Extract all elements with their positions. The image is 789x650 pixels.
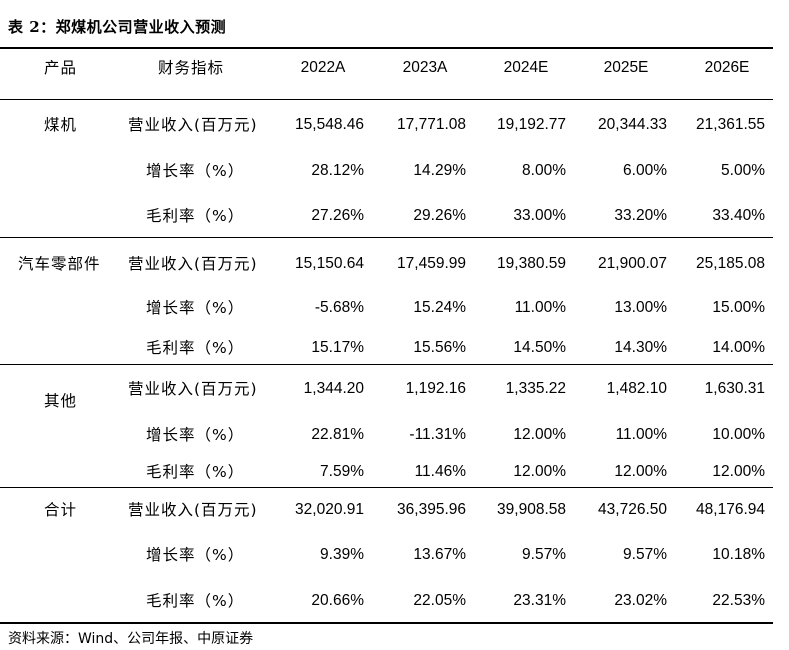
table-cell-value: 33.20% xyxy=(614,207,667,224)
table-cell-value: 11.00% xyxy=(514,299,566,316)
metric-label: 营业收入(百万元) xyxy=(128,380,258,398)
header-year: 2023A xyxy=(402,59,448,76)
table-cell-value: 12.00% xyxy=(614,463,667,480)
table-cell-value: 1,192.16 xyxy=(405,380,466,397)
table-cell-value: 1,482.10 xyxy=(606,380,667,397)
product-label: 其他 xyxy=(44,392,78,410)
table-cell-value: 19,380.59 xyxy=(497,255,566,272)
source-note: 资料来源：Wind、公司年报、中原证券 xyxy=(8,631,254,647)
table-cell-value: 15.00% xyxy=(712,299,765,316)
table-cell-value: 33.40% xyxy=(712,207,765,224)
table-cell-value: 7.59% xyxy=(320,463,364,480)
table-cell-value: 43,726.50 xyxy=(598,501,667,518)
table-cell-value: 21,361.55 xyxy=(696,116,765,133)
metric-label: 营业收入(百万元) xyxy=(128,255,258,273)
metric-label: 毛利率（%） xyxy=(146,339,245,357)
table-cell-value: 11.00% xyxy=(615,426,667,443)
table-cell-value: 10.18% xyxy=(712,546,765,563)
table-cell-value: 10.00% xyxy=(712,426,765,443)
table-cell-value: 29.26% xyxy=(413,207,466,224)
metric-label: 增长率（%） xyxy=(146,546,245,564)
header-year: 2026E xyxy=(704,59,750,76)
table-cell-value: 1,630.31 xyxy=(704,380,765,397)
table-cell-value: 17,771.08 xyxy=(397,116,466,133)
table-cell-value: 12.00% xyxy=(712,463,765,480)
table-cell-value: 15.56% xyxy=(413,339,466,356)
product-label: 煤机 xyxy=(44,116,78,134)
table-cell-value: 48,176.94 xyxy=(696,501,765,518)
table-cell-value: 13.00% xyxy=(614,299,667,316)
table-cell-value: 5.00% xyxy=(721,162,765,179)
table-cell-value: 14.30% xyxy=(614,339,667,356)
header-year: 2024E xyxy=(503,59,549,76)
metric-label: 增长率（%） xyxy=(146,162,245,180)
table-cell-value: 36,395.96 xyxy=(397,501,466,518)
table-rule xyxy=(0,622,773,624)
metric-label: 毛利率（%） xyxy=(146,463,245,481)
table-cell-value: 20,344.33 xyxy=(598,116,667,133)
table-cell-value: 15.24% xyxy=(413,299,466,316)
table-rule xyxy=(0,364,773,365)
table-cell-value: 23.02% xyxy=(614,592,667,609)
product-label: 汽车零部件 xyxy=(18,255,101,273)
table-cell-value: -5.68% xyxy=(314,299,364,316)
table-cell-value: 14.00% xyxy=(712,339,765,356)
metric-label: 增长率（%） xyxy=(146,299,245,317)
table-cell-value: 32,020.91 xyxy=(295,501,364,518)
product-label: 合计 xyxy=(44,501,78,519)
table-cell-value: 15,548.46 xyxy=(295,116,364,133)
table-cell-value: 19,192.77 xyxy=(497,116,566,133)
table-rule xyxy=(0,237,773,238)
table-cell-value: 23.31% xyxy=(513,592,566,609)
table-rule xyxy=(0,487,773,488)
table-cell-value: 22.81% xyxy=(311,426,364,443)
table-rule xyxy=(0,99,773,100)
table-cell-value: 15,150.64 xyxy=(295,255,364,272)
table-title: 表 2：郑煤机公司营业收入预测 xyxy=(8,18,227,36)
table-cell-value: 9.57% xyxy=(623,546,667,563)
table-cell-value: 12.00% xyxy=(513,463,566,480)
table-cell-value: 28.12% xyxy=(311,162,364,179)
table-cell-value: 25,185.08 xyxy=(696,255,765,272)
metric-label: 营业收入(百万元) xyxy=(128,116,258,134)
table-cell-value: 22.53% xyxy=(712,592,765,609)
table-cell-value: 8.00% xyxy=(522,162,566,179)
table-cell-value: 1,344.20 xyxy=(303,380,364,397)
table-cell-value: 11.46% xyxy=(414,463,466,480)
header-year: 2022A xyxy=(300,59,346,76)
table-cell-value: 27.26% xyxy=(311,207,364,224)
table-cell-value: 33.00% xyxy=(513,207,566,224)
table-rule xyxy=(0,47,773,49)
table-cell-value: 6.00% xyxy=(623,162,667,179)
table-cell-value: 14.50% xyxy=(513,339,566,356)
table-cell-value: 17,459.99 xyxy=(397,255,466,272)
metric-label: 增长率（%） xyxy=(146,426,245,444)
table-cell-value: 39,908.58 xyxy=(497,501,566,518)
table-cell-value: 12.00% xyxy=(513,426,566,443)
table-cell-value: 20.66% xyxy=(311,592,364,609)
header-product: 产品 xyxy=(44,59,78,77)
table-cell-value: 21,900.07 xyxy=(598,255,667,272)
table-cell-value: 13.67% xyxy=(413,546,466,563)
header-year: 2025E xyxy=(603,59,649,76)
table-cell-value: 14.29% xyxy=(413,162,466,179)
header-metric: 财务指标 xyxy=(158,59,225,77)
metric-label: 营业收入(百万元) xyxy=(128,501,258,519)
table-cell-value: 9.39% xyxy=(320,546,364,563)
table-cell-value: -11.31% xyxy=(409,426,466,443)
table-cell-value: 1,335.22 xyxy=(505,380,566,397)
metric-label: 毛利率（%） xyxy=(146,592,245,610)
table-cell-value: 9.57% xyxy=(522,546,566,563)
metric-label: 毛利率（%） xyxy=(146,207,245,225)
table-cell-value: 15.17% xyxy=(311,339,364,356)
table-cell-value: 22.05% xyxy=(413,592,466,609)
